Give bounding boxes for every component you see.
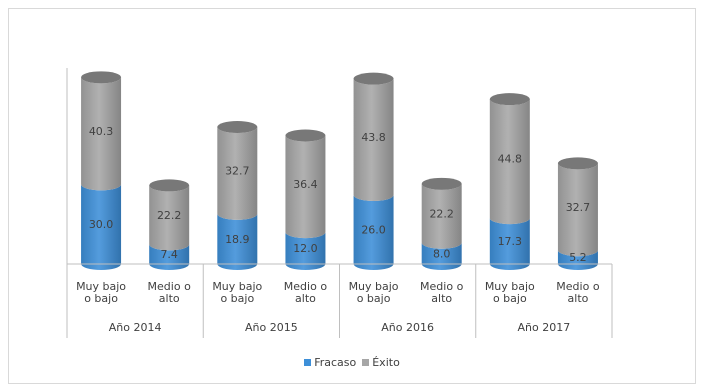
- category-label-6-line2: o bajo: [493, 292, 527, 305]
- data-label-fracaso-2: 18.9: [225, 233, 250, 246]
- bar-fracaso-0: [81, 184, 122, 270]
- category-label-3-line1: Medio o: [284, 280, 328, 293]
- data-label-fracaso-0: 30.0: [89, 218, 114, 231]
- category-label-2-line2: o bajo: [220, 292, 254, 305]
- bar-cap-0: [81, 71, 122, 84]
- bar-fracaso-6: [489, 218, 530, 270]
- legend-swatch-fracaso: [304, 359, 312, 366]
- legend-label-fracaso: Fracaso: [314, 356, 357, 369]
- data-label-fracaso-6: 17.3: [498, 235, 523, 248]
- category-label-6-line1: Muy bajo: [485, 280, 535, 293]
- data-label-exito-3: 36.4: [293, 178, 318, 191]
- category-label-5-line1: Medio o: [420, 280, 464, 293]
- bar-cap-2: [217, 121, 258, 134]
- legend-label-exito: Éxito: [372, 356, 400, 369]
- category-label-5-line2: alto: [431, 292, 452, 305]
- data-label-exito-2: 32.7: [225, 164, 250, 177]
- bar-fracaso-4: [353, 194, 394, 270]
- bar-cap-7: [557, 157, 598, 170]
- data-label-exito-7: 32.7: [566, 201, 591, 214]
- category-label-0-line2: o bajo: [84, 292, 118, 305]
- category-label-1-line2: alto: [159, 292, 180, 305]
- bar-exito-3: [285, 135, 326, 239]
- legend-item-fracaso: Fracaso: [304, 356, 356, 369]
- bar-exito-4: [353, 78, 394, 201]
- legend-swatch-exito: [362, 359, 370, 366]
- group-label-3: Año 2017: [518, 321, 571, 334]
- data-label-exito-6: 44.8: [498, 153, 523, 166]
- bar-fracaso-7: [557, 250, 598, 270]
- bar-cap-5: [421, 177, 462, 190]
- bar-fracaso-3: [285, 232, 326, 270]
- category-label-1-line1: Medio o: [148, 280, 192, 293]
- data-label-fracaso-3: 12.0: [293, 242, 318, 255]
- category-label-3-line2: alto: [295, 292, 316, 305]
- data-label-exito-5: 22.2: [429, 207, 454, 220]
- category-label-7-line1: Medio o: [556, 280, 600, 293]
- legend-item-exito: Éxito: [362, 356, 400, 369]
- data-label-exito-0: 40.3: [89, 125, 114, 138]
- bar-cap-3: [285, 129, 326, 142]
- category-label-7-line2: alto: [568, 292, 589, 305]
- legend: Fracaso Éxito: [0, 356, 704, 369]
- bar-exito-5: [421, 183, 462, 249]
- data-label-fracaso-1: 7.4: [160, 248, 178, 261]
- group-label-1: Año 2015: [245, 321, 298, 334]
- data-label-fracaso-7: 5.2: [569, 251, 587, 264]
- category-label-4-line2: o bajo: [357, 292, 391, 305]
- category-label-4-line1: Muy bajo: [349, 280, 399, 293]
- bar-fracaso-5: [421, 242, 462, 270]
- bar-cap-1: [149, 179, 190, 192]
- data-label-fracaso-5: 8.0: [433, 247, 451, 260]
- category-label-2-line1: Muy bajo: [212, 280, 262, 293]
- bar-exito-6: [489, 99, 530, 225]
- bar-exito-2: [217, 127, 258, 220]
- bar-exito-1: [149, 185, 190, 251]
- data-label-exito-4: 43.8: [361, 131, 386, 144]
- bar-cap-4: [353, 72, 394, 85]
- bar-fracaso-2: [217, 213, 258, 270]
- data-label-exito-1: 22.2: [157, 209, 182, 222]
- bar-cap-6: [489, 93, 530, 106]
- category-label-0-line1: Muy bajo: [76, 280, 126, 293]
- data-label-fracaso-4: 26.0: [361, 223, 386, 236]
- group-label-2: Año 2016: [381, 321, 434, 334]
- bar-exito-0: [81, 77, 122, 191]
- group-label-0: Año 2014: [109, 321, 162, 334]
- bar-exito-7: [557, 163, 598, 257]
